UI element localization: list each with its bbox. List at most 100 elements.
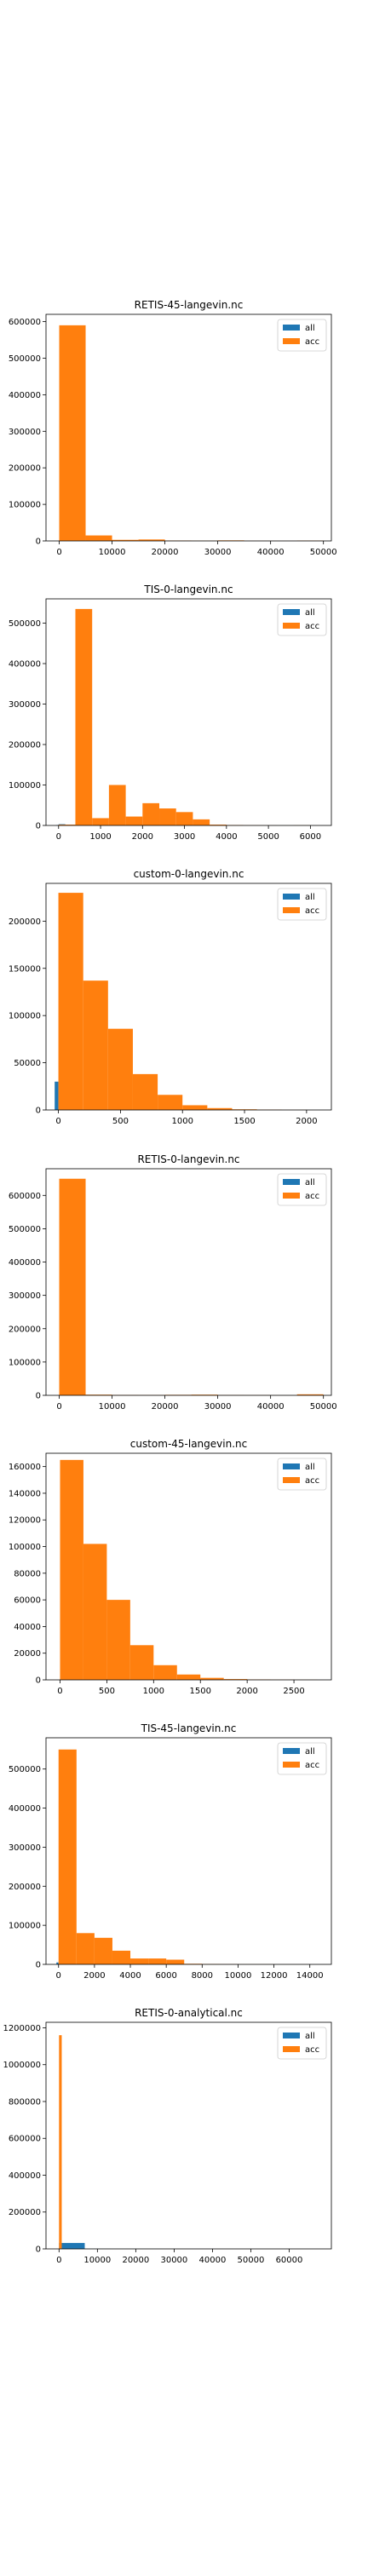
x-tick-label: 60000 — [276, 2256, 303, 2265]
legend-label-acc: acc — [305, 906, 319, 916]
x-tick-label: 0 — [56, 1971, 61, 1981]
bar-acc-5 — [182, 1105, 208, 1110]
y-tick-label: 0 — [36, 1392, 41, 1401]
bar-acc-0 — [59, 2035, 62, 2249]
bar-acc-0 — [58, 1749, 77, 1964]
legend-swatch-acc — [283, 338, 300, 344]
x-tick-label: 4000 — [119, 1971, 141, 1981]
legend: all acc — [277, 1742, 327, 1775]
y-tick-label: 0 — [36, 1676, 41, 1686]
plot-area — [60, 1459, 318, 1680]
chart-panel-6: RETIS-0-analytical.nc 0 10000 20000 30000 400… — [3, 2007, 332, 2265]
legend-label-acc: acc — [305, 1761, 319, 1770]
y-tick-label: 300000 — [9, 1291, 41, 1301]
bar-all-0 — [59, 2243, 85, 2249]
chart-panel-5: TIS-45-langevin.nc 0 2000 4000 6000 8000 10000… — [9, 1722, 332, 1981]
y-tick-label: 400000 — [9, 2171, 41, 2181]
y-tick-label: 100000 — [9, 1922, 41, 1931]
bar-acc-2 — [94, 1937, 112, 1964]
x-tick-label: 1000 — [89, 832, 111, 842]
y-tick-label: 0 — [36, 1107, 41, 1116]
bar-acc-2 — [107, 1028, 133, 1110]
chart-panel-2: custom-0-langevin.nc 0 500 1000 1500 2000 0 500… — [9, 868, 332, 1126]
bar-acc-6 — [166, 1959, 185, 1964]
bar-acc-3 — [129, 1645, 154, 1680]
legend-label-acc: acc — [305, 2045, 319, 2055]
bar-acc-0 — [59, 1178, 86, 1395]
y-tick-label: 400000 — [9, 1804, 41, 1814]
chart-title: TIS-45-langevin.nc — [141, 1722, 237, 1734]
y-tick-label: 0 — [36, 538, 41, 547]
x-tick-label: 50000 — [310, 548, 337, 557]
x-tick-label: 50000 — [238, 2256, 265, 2265]
legend: all acc — [277, 888, 327, 921]
x-tick-label: 50000 — [310, 1402, 337, 1412]
x-tick-label: 3000 — [174, 832, 195, 842]
legend: all acc — [277, 319, 327, 352]
bar-acc-4 — [158, 1095, 183, 1110]
bar-acc-3 — [138, 539, 165, 541]
bar-acc-3 — [112, 1950, 131, 1964]
bar-acc-1 — [83, 980, 108, 1110]
axes-frame — [45, 1452, 332, 1681]
plot-area — [55, 893, 307, 1110]
bar-acc-2 — [106, 1600, 130, 1680]
x-tick-label: 12000 — [261, 1971, 288, 1981]
plot-area — [59, 1178, 324, 1395]
x-tick-label: 0 — [55, 1117, 60, 1126]
y-tick-label: 140000 — [9, 1489, 41, 1498]
bar-acc-0 — [60, 1459, 83, 1680]
y-tick-label: 400000 — [9, 391, 41, 400]
y-tick-label: 100000 — [9, 1012, 41, 1021]
bar-acc-1 — [75, 608, 93, 825]
x-tick-label: 0 — [56, 1402, 61, 1412]
x-tick-label: 2000 — [236, 1687, 257, 1696]
legend-label-acc: acc — [305, 622, 319, 631]
legend-label-all: all — [305, 324, 315, 333]
plot-area — [59, 325, 324, 541]
bar-acc-1 — [85, 535, 112, 541]
legend-label-all: all — [305, 2032, 315, 2041]
bar-all-0 — [55, 1081, 59, 1110]
legend-label-all: all — [305, 608, 315, 618]
legend-swatch-acc — [283, 2046, 300, 2052]
bar-acc-3 — [132, 1073, 158, 1110]
y-tick-label: 200000 — [9, 1325, 41, 1334]
bar-acc-4 — [153, 1665, 177, 1680]
legend-label-acc: acc — [305, 337, 319, 347]
bar-acc-0 — [58, 893, 83, 1110]
y-tick-label: 200000 — [9, 917, 41, 927]
axes-frame — [45, 1168, 332, 1396]
x-tick-label: 1500 — [233, 1117, 255, 1126]
y-tick-label: 60000 — [14, 1596, 41, 1606]
y-tick-label: 1000000 — [3, 2061, 41, 2070]
x-tick-label: 2000 — [132, 832, 153, 842]
legend-swatch-all — [283, 2033, 300, 2038]
bar-all-0 — [56, 1962, 59, 1964]
legend-label-acc: acc — [305, 1476, 319, 1486]
x-tick-label: 40000 — [257, 1402, 285, 1412]
axes-frame — [45, 883, 332, 1111]
chart-title: RETIS-45-langevin.nc — [135, 299, 244, 311]
legend-swatch-all — [283, 1748, 300, 1754]
bar-acc-4 — [125, 816, 143, 825]
x-tick-label: 10000 — [225, 1971, 252, 1981]
y-tick-label: 500000 — [9, 354, 41, 364]
y-tick-label: 100000 — [9, 1358, 41, 1367]
x-tick-label: 10000 — [83, 2256, 111, 2265]
x-tick-label: 14000 — [296, 1971, 324, 1981]
chart-panel-4: custom-45-langevin.nc 0 500 1000 1500 2000 250… — [9, 1438, 332, 1696]
y-tick-label: 400000 — [9, 660, 41, 670]
legend-label-all: all — [305, 1178, 315, 1187]
x-tick-label: 1000 — [171, 1117, 193, 1126]
x-tick-label: 500 — [112, 1117, 129, 1126]
bar-acc-6 — [207, 1107, 233, 1110]
legend-swatch-acc — [283, 907, 300, 913]
legend: all acc — [277, 603, 327, 636]
x-tick-label: 6000 — [155, 1971, 176, 1981]
x-tick-label: 10000 — [99, 548, 126, 557]
bar-acc-6 — [200, 1677, 224, 1680]
x-tick-label: 0 — [56, 548, 61, 557]
x-tick-label: 8000 — [192, 1971, 213, 1981]
y-tick-label: 600000 — [9, 318, 41, 327]
